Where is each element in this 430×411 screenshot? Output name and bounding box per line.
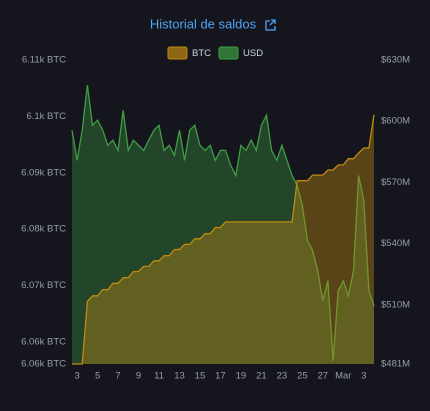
chart-title[interactable]: Historial de saldos [150, 16, 257, 31]
x-tick-label: 11 [154, 371, 164, 382]
x-tick-label: 13 [174, 371, 185, 382]
y-tick-label: 6.07k BTC [21, 280, 66, 291]
icon-arrow [269, 19, 276, 26]
icon-box [265, 20, 276, 31]
y-tick-label: 6.09k BTC [21, 167, 66, 178]
x-tick-label: 27 [318, 371, 329, 382]
y2-tick-label: $600M [381, 116, 410, 127]
x-tick-label: 23 [277, 371, 288, 382]
series-line [72, 114, 375, 365]
legend: BTC USD [167, 46, 263, 60]
y2-tick-label: $630M [381, 55, 410, 66]
x-tick-label: 25 [297, 371, 308, 382]
y-tick-label: 6.08k BTC [21, 224, 66, 235]
x-tick-label: Mar [335, 371, 351, 382]
legend-swatch [167, 46, 188, 60]
y-tick-label: 6.06k BTC [21, 359, 66, 370]
y2-tick-label: $481M [381, 359, 410, 370]
y-tick-label: 6.11k BTC [22, 55, 66, 66]
y2-tick-label: $540M [381, 238, 410, 249]
area-fill [72, 114, 374, 364]
legend-swatch [218, 46, 239, 60]
y-tick-label: 6.06k BTC [21, 337, 66, 348]
x-tick-label: 3 [74, 371, 79, 382]
x-tick-label: 3 [361, 371, 366, 382]
x-tick-label: 9 [136, 371, 141, 382]
x-tick-label: 19 [236, 371, 247, 382]
x-tick-label: 21 [256, 371, 267, 382]
x-tick-label: 15 [195, 371, 206, 382]
external-link-icon[interactable] [265, 19, 276, 31]
x-tick-label: 5 [95, 371, 100, 382]
y-tick-label: 6.1k BTC [26, 111, 66, 122]
legend-label: USD [243, 48, 263, 59]
y2-tick-label: $570M [381, 177, 410, 188]
series-line [71, 85, 375, 361]
y2-tick-label: $510M [381, 299, 410, 310]
x-tick-label: 17 [215, 371, 226, 382]
legend-label: BTC [192, 48, 211, 59]
x-tick-label: 7 [115, 371, 120, 382]
